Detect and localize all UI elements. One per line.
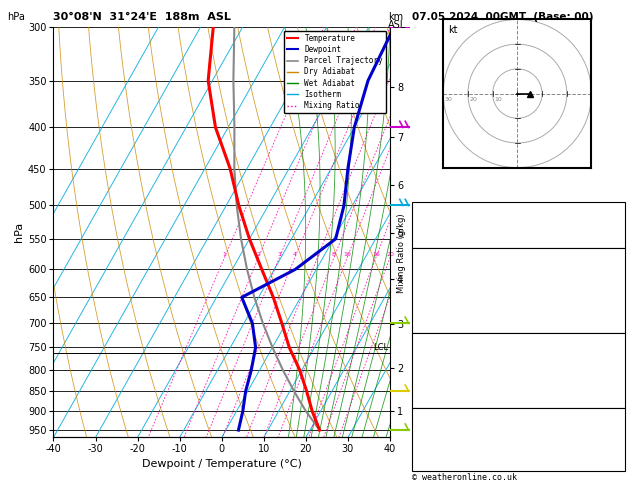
Text: CIN (J): CIN (J) bbox=[418, 391, 459, 401]
Text: StmDir: StmDir bbox=[418, 444, 454, 454]
Text: 13: 13 bbox=[606, 455, 618, 466]
Text: Lifted Index: Lifted Index bbox=[418, 369, 489, 379]
Text: kt: kt bbox=[448, 25, 457, 35]
Text: Most Unstable: Most Unstable bbox=[480, 338, 557, 348]
Text: 0: 0 bbox=[613, 317, 618, 328]
Text: 16: 16 bbox=[372, 252, 380, 258]
Text: 2: 2 bbox=[257, 252, 260, 258]
Text: 20: 20 bbox=[469, 97, 477, 102]
Text: CIN (J): CIN (J) bbox=[418, 317, 459, 328]
Y-axis label: hPa: hPa bbox=[14, 222, 24, 242]
Text: Surface: Surface bbox=[498, 253, 539, 263]
Text: 4: 4 bbox=[293, 252, 297, 258]
Text: K: K bbox=[418, 208, 424, 218]
Text: 20: 20 bbox=[386, 252, 394, 258]
Text: © weatheronline.co.uk: © weatheronline.co.uk bbox=[412, 473, 517, 482]
Text: hPa: hPa bbox=[8, 12, 25, 22]
Text: CAPE (J): CAPE (J) bbox=[418, 306, 465, 316]
Text: km: km bbox=[388, 12, 403, 22]
Text: 07.05.2024  00GMT  (Base: 00): 07.05.2024 00GMT (Base: 00) bbox=[412, 12, 594, 22]
Text: EH: EH bbox=[418, 422, 430, 432]
Text: 10: 10 bbox=[343, 252, 351, 258]
Text: StmSpd (kt): StmSpd (kt) bbox=[418, 455, 483, 466]
Text: LCL: LCL bbox=[374, 343, 389, 352]
Text: CAPE (J): CAPE (J) bbox=[418, 380, 465, 390]
Text: Temp (°C): Temp (°C) bbox=[418, 261, 471, 272]
Text: 30°08'N  31°24'E  188m  ASL: 30°08'N 31°24'E 188m ASL bbox=[53, 12, 231, 22]
Text: θₑ(K): θₑ(K) bbox=[418, 284, 448, 294]
Text: 6: 6 bbox=[316, 252, 320, 258]
Text: Totals Totals: Totals Totals bbox=[418, 219, 494, 229]
Text: 310: 310 bbox=[601, 284, 618, 294]
Text: 317: 317 bbox=[601, 358, 618, 368]
Text: 0: 0 bbox=[613, 391, 618, 401]
Text: SREH: SREH bbox=[418, 433, 442, 443]
Text: 7: 7 bbox=[613, 369, 618, 379]
Text: 1: 1 bbox=[223, 252, 226, 258]
Text: Mixing Ratio (g/kg): Mixing Ratio (g/kg) bbox=[397, 213, 406, 293]
Text: 3: 3 bbox=[277, 252, 281, 258]
Text: PW (cm): PW (cm) bbox=[418, 230, 459, 241]
Text: 30: 30 bbox=[445, 97, 452, 102]
X-axis label: Dewpoint / Temperature (°C): Dewpoint / Temperature (°C) bbox=[142, 458, 302, 469]
Text: 37: 37 bbox=[606, 219, 618, 229]
Text: 10: 10 bbox=[494, 97, 502, 102]
Text: 11: 11 bbox=[606, 295, 618, 305]
Text: Hodograph: Hodograph bbox=[492, 413, 545, 423]
Text: ASL: ASL bbox=[388, 20, 406, 31]
Text: 3: 3 bbox=[613, 208, 618, 218]
Text: θₑ (K): θₑ (K) bbox=[418, 358, 454, 368]
Text: 0: 0 bbox=[613, 306, 618, 316]
Text: 1.45: 1.45 bbox=[595, 230, 618, 241]
Text: -3: -3 bbox=[606, 433, 618, 443]
Text: Lifted Index: Lifted Index bbox=[418, 295, 489, 305]
Text: 3: 3 bbox=[613, 273, 618, 283]
Text: 301°: 301° bbox=[595, 444, 618, 454]
Legend: Temperature, Dewpoint, Parcel Trajectory, Dry Adiabat, Wet Adiabat, Isotherm, Mi: Temperature, Dewpoint, Parcel Trajectory… bbox=[284, 31, 386, 113]
Text: -30: -30 bbox=[601, 422, 618, 432]
Text: Dewp (°C): Dewp (°C) bbox=[418, 273, 471, 283]
Text: 0: 0 bbox=[613, 380, 618, 390]
Text: 22.3: 22.3 bbox=[595, 261, 618, 272]
Text: 8: 8 bbox=[332, 252, 336, 258]
Text: Pressure (mb): Pressure (mb) bbox=[418, 347, 494, 357]
Text: 800: 800 bbox=[601, 347, 618, 357]
